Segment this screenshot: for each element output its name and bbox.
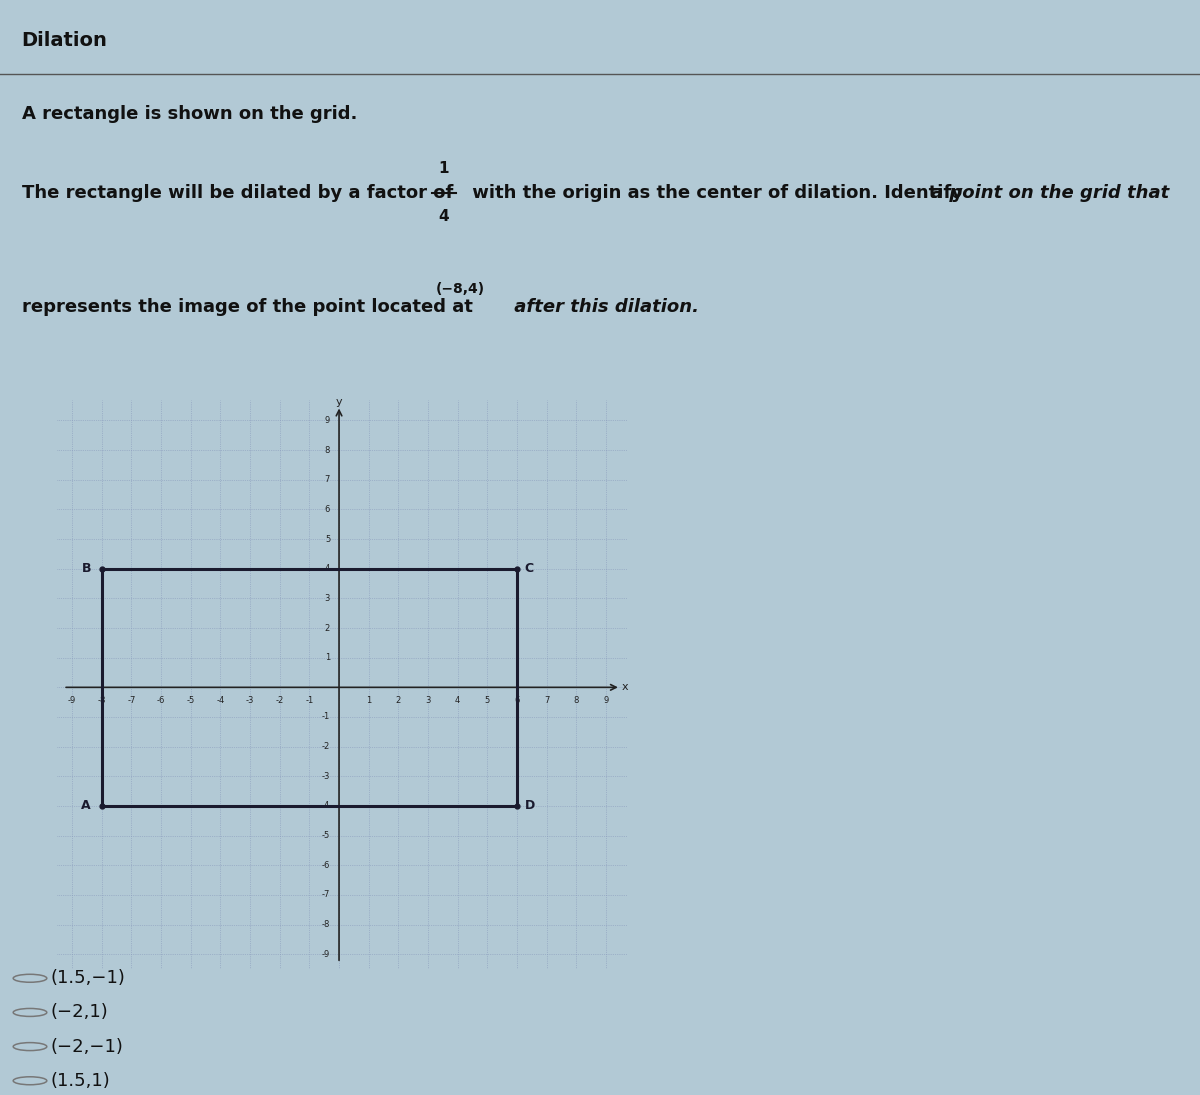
Text: -1: -1 [322, 713, 330, 722]
Text: 8: 8 [325, 446, 330, 454]
Text: -2: -2 [322, 742, 330, 751]
Text: after this dilation.: after this dilation. [508, 298, 698, 315]
Text: -5: -5 [187, 696, 194, 705]
Text: 1: 1 [439, 161, 449, 176]
Text: x: x [622, 682, 629, 692]
Text: 2: 2 [396, 696, 401, 705]
Text: 2: 2 [325, 623, 330, 633]
Text: -8: -8 [97, 696, 106, 705]
Text: -4: -4 [322, 802, 330, 810]
Text: (1.5,−1): (1.5,−1) [50, 969, 126, 988]
Text: -7: -7 [127, 696, 136, 705]
Text: -6: -6 [322, 861, 330, 869]
Text: Dilation: Dilation [22, 31, 108, 49]
Text: -8: -8 [322, 920, 330, 929]
Text: 9: 9 [325, 416, 330, 425]
Text: 4: 4 [325, 564, 330, 573]
Text: -6: -6 [157, 696, 166, 705]
Text: -7: -7 [322, 890, 330, 899]
Text: 1: 1 [366, 696, 371, 705]
Text: y: y [336, 397, 342, 407]
Text: 3: 3 [325, 593, 330, 603]
Text: 7: 7 [544, 696, 550, 705]
Text: -3: -3 [322, 772, 330, 781]
Text: The rectangle will be dilated by a factor of: The rectangle will be dilated by a facto… [22, 184, 460, 201]
Text: 8: 8 [574, 696, 578, 705]
Text: represents the image of the point located at: represents the image of the point locate… [22, 298, 479, 315]
Text: -2: -2 [276, 696, 284, 705]
Text: (−2,1): (−2,1) [50, 1003, 109, 1022]
Text: a point on the grid that: a point on the grid that [931, 184, 1170, 201]
Text: 4: 4 [455, 696, 461, 705]
Text: 6: 6 [325, 505, 330, 514]
Text: C: C [524, 562, 533, 575]
Text: 1: 1 [325, 654, 330, 662]
Text: -1: -1 [305, 696, 313, 705]
Text: A: A [80, 799, 90, 812]
Text: -9: -9 [68, 696, 77, 705]
Text: 9: 9 [604, 696, 608, 705]
Text: B: B [83, 562, 91, 575]
Text: 3: 3 [425, 696, 431, 705]
Text: 6: 6 [515, 696, 520, 705]
Text: (1.5,1): (1.5,1) [50, 1072, 110, 1090]
Text: 5: 5 [325, 534, 330, 543]
Text: 5: 5 [485, 696, 490, 705]
Text: 7: 7 [325, 475, 330, 484]
Text: -4: -4 [216, 696, 224, 705]
Text: D: D [526, 799, 535, 812]
Text: with the origin as the center of dilation. Identify: with the origin as the center of dilatio… [466, 184, 968, 201]
Text: A rectangle is shown on the grid.: A rectangle is shown on the grid. [22, 105, 356, 123]
Text: -5: -5 [322, 831, 330, 840]
Text: -3: -3 [246, 696, 254, 705]
Text: -9: -9 [322, 949, 330, 959]
Text: (−2,−1): (−2,−1) [50, 1038, 124, 1056]
Text: (−8,4): (−8,4) [436, 283, 485, 296]
Text: 4: 4 [439, 209, 449, 224]
